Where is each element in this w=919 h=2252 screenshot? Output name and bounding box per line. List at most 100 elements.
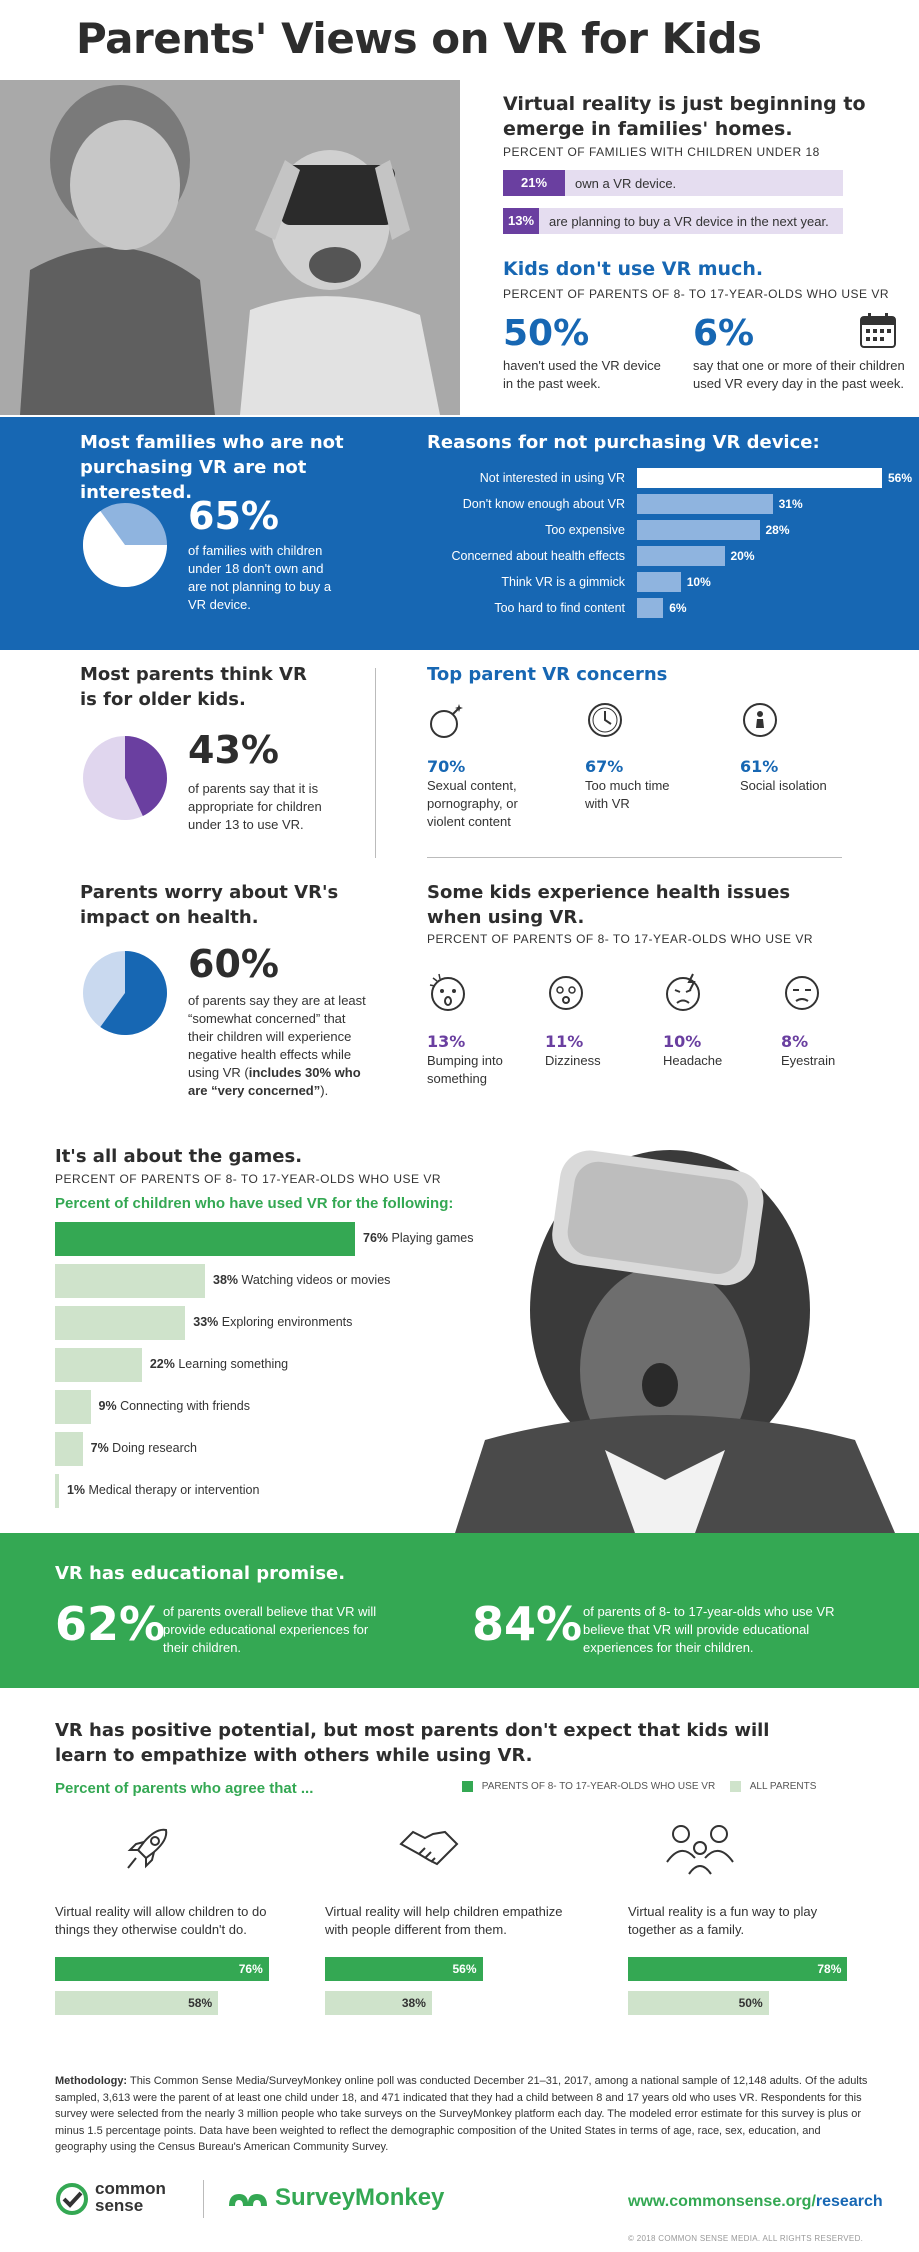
plan-vr-value: 13%: [503, 208, 539, 234]
surveymonkey-wordmark: SurveyMonkey: [275, 2184, 445, 2211]
health-concern-text: of parents say they are at least “somewh…: [188, 992, 368, 1100]
games-bar-value: 1%: [66, 1483, 86, 1497]
research-link[interactable]: www.commonsense.org/research: [628, 2193, 883, 2211]
page-title: Parents' Views on VR for Kids: [76, 14, 762, 63]
daily-use-value: 6%: [693, 313, 755, 354]
agree-3-text: Virtual reality is a fun way to play tog…: [628, 1904, 818, 1937]
reason-value: 10%: [686, 575, 711, 589]
reason-value: 6%: [669, 601, 687, 615]
legend-label-users: PARENTS OF 8- TO 17-YEAR-OLDS WHO USE VR: [481, 1781, 716, 1793]
section3-hline: [427, 857, 842, 858]
reason-bar: [637, 468, 882, 488]
games-bar-label: 22% Learning something: [149, 1357, 289, 1371]
pie-value-slice: [125, 736, 167, 817]
reason-bar: [637, 494, 773, 514]
plan-vr-label: are planning to buy a VR device in the n…: [549, 214, 829, 229]
section2-heading: Most families who are not purchasing VR …: [80, 432, 344, 503]
health-concern-text-c: ).: [320, 1083, 329, 1098]
games-bar: [55, 1222, 355, 1256]
methodology: Methodology: This Common Sense Media/Sur…: [55, 2073, 875, 2156]
reason-label: Too hard to find content: [494, 601, 625, 615]
section4-heading: Parents worry about VR's impact on healt…: [80, 882, 339, 928]
games-bar-label: 33% Exploring environments: [193, 1315, 353, 1329]
legend: PARENTS OF 8- TO 17-YEAR-OLDS WHO USE VR…: [462, 1781, 816, 1792]
games-bar-label: 9% Connecting with friends: [98, 1399, 250, 1413]
headache-face-icon: [663, 972, 705, 1019]
clock-icon: [585, 700, 625, 745]
reason-value: 28%: [765, 523, 790, 537]
surveymonkey-icon: [225, 2184, 271, 2219]
reason-bar: [637, 572, 681, 592]
eyestrain-face-icon: [781, 972, 823, 1019]
research-link-domain[interactable]: www.commonsense.org/: [628, 2193, 816, 2210]
reasons-heading: Reasons for not purchasing VR device:: [427, 432, 820, 453]
person-icon: [740, 700, 780, 745]
games-bar-value: 7%: [90, 1441, 109, 1455]
not-interested-pie: [80, 500, 170, 595]
reason-label: Not interested in using VR: [479, 471, 625, 485]
agree-bar-chart: 76% 58% 56% 38% 78% 50%: [0, 1957, 919, 2017]
games-bar: [55, 1348, 142, 1382]
not-used-week-value: 50%: [503, 313, 590, 354]
section1-heading2: Kids don't use VR much.: [503, 258, 764, 280]
concern-1-label: Sexual content, pornography, or violent …: [427, 778, 518, 829]
games-bar-value: 38%: [213, 1273, 239, 1287]
reason-label: Too expensive: [545, 523, 625, 537]
research-link-path[interactable]: research: [815, 2193, 883, 2210]
issue-2-value: 11%: [545, 1032, 584, 1051]
older-kids-pie: [80, 733, 170, 828]
section5-subhead: PERCENT OF PARENTS OF 8- TO 17-YEAR-OLDS…: [55, 1172, 442, 1186]
legend-swatch-users: [462, 1781, 473, 1792]
agree-bar-all-parents: 58%: [55, 1991, 219, 2015]
methodology-text: This Common Sense Media/SurveyMonkey onl…: [55, 2075, 868, 2153]
games-bar-label: 1% Medical therapy or intervention: [66, 1483, 260, 1497]
edu-vr-users-text: of parents of 8- to 17-year-olds who use…: [583, 1604, 835, 1655]
copyright: © 2018 COMMON SENSE MEDIA. ALL RIGHTS RE…: [628, 2234, 864, 2243]
agree-1-text: Virtual reality will allow children to d…: [55, 1904, 267, 1937]
reason-bar: [637, 598, 664, 618]
games-bar-label: 7% Doing research: [90, 1441, 197, 1455]
girl-vr-photo: [395, 1140, 919, 1533]
agree-bar-vr-users: 78%: [628, 1957, 848, 1981]
games-bar-label: 76% Playing games: [363, 1231, 474, 1245]
logo-divider: [203, 2180, 204, 2218]
handshake-icon: [397, 1820, 461, 1881]
health-concern-pie: [80, 948, 170, 1043]
reason-value: 56%: [888, 471, 913, 485]
health-concern-value: 60%: [188, 942, 279, 986]
reason-label: Think VR is a gimmick: [501, 575, 625, 589]
agree-bar-vr-users: 76%: [55, 1957, 269, 1981]
plan-vr-bar-bg: [503, 208, 843, 234]
agree-bar-vr-users: 56%: [325, 1957, 483, 1981]
pie-value-slice: [100, 951, 167, 1035]
bomb-icon: [427, 700, 467, 745]
concern-3-label: Social isolation: [740, 778, 827, 793]
issues-heading: Some kids experience health issues when …: [427, 882, 791, 928]
section3-heading: Most parents think VR is for older kids.: [80, 664, 307, 710]
not-used-week-text: haven't used the VR device in the past w…: [503, 358, 661, 391]
section3-divider: [375, 668, 376, 858]
agree-label: Percent of parents who agree that ...: [55, 1780, 314, 1797]
legend-label-all: ALL PARENTS: [749, 1781, 817, 1793]
common-sense-wordmark: common sense: [95, 2179, 166, 2215]
own-vr-label: own a VR device.: [575, 176, 677, 191]
common-sense-check-icon: [56, 2183, 88, 2215]
not-interested-value: 65%: [188, 494, 279, 538]
concern-2-value: 67%: [585, 757, 624, 776]
reason-value: 31%: [778, 497, 803, 511]
educational-promise-section: [0, 1533, 919, 1688]
own-vr-value: 21%: [503, 170, 565, 196]
legend-swatch-all: [729, 1781, 741, 1792]
rocket-icon: [120, 1820, 176, 1881]
not-interested-text: of families with children under 18 don't…: [188, 543, 332, 612]
health-concern-text-a: of parents say they are at least “somewh…: [188, 993, 366, 1080]
section7-heading: VR has positive potential, but most pare…: [55, 1720, 770, 1766]
games-bar-chart: 76% Playing games 38% Watching videos or …: [55, 1222, 505, 1522]
concern-1-value: 70%: [427, 757, 466, 776]
older-kids-value: 43%: [188, 728, 279, 772]
games-bar-label: 38% Watching videos or movies: [213, 1273, 391, 1287]
issue-3-value: 10%: [663, 1032, 702, 1051]
agree-2-text: Virtual reality will help children empat…: [325, 1904, 563, 1937]
games-bar-value: 22%: [149, 1357, 175, 1371]
father-child-vr-photo: [0, 80, 460, 415]
